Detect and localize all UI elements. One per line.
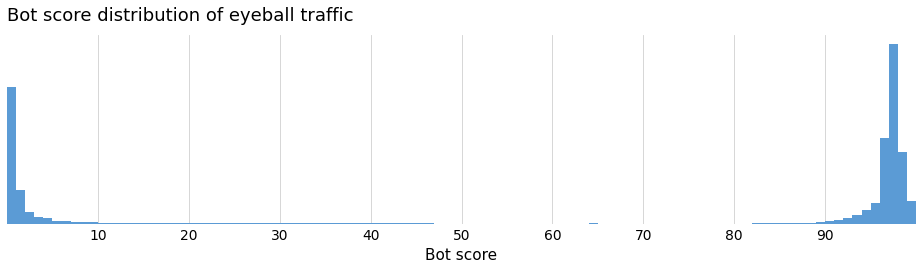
Bar: [116, 223, 126, 224]
Bar: [907, 201, 916, 224]
Bar: [16, 190, 25, 224]
Bar: [89, 222, 98, 224]
Bar: [343, 223, 353, 224]
Bar: [25, 212, 34, 224]
X-axis label: Bot score: Bot score: [426, 248, 497, 263]
Bar: [771, 223, 780, 224]
Bar: [225, 223, 234, 224]
Bar: [171, 223, 180, 224]
Bar: [43, 218, 53, 224]
Bar: [207, 223, 216, 224]
Bar: [825, 221, 834, 224]
Bar: [844, 218, 853, 224]
Bar: [898, 152, 907, 224]
Bar: [362, 223, 371, 224]
Bar: [143, 223, 152, 224]
Bar: [34, 217, 43, 224]
Bar: [307, 223, 316, 224]
Bar: [126, 223, 134, 224]
Bar: [861, 210, 870, 224]
Bar: [280, 223, 289, 224]
Bar: [889, 44, 898, 224]
Bar: [189, 223, 198, 224]
Bar: [180, 223, 189, 224]
Bar: [880, 139, 889, 224]
Bar: [252, 223, 261, 224]
Bar: [853, 215, 861, 224]
Bar: [780, 223, 789, 224]
Bar: [261, 223, 270, 224]
Bar: [298, 223, 307, 224]
Bar: [152, 223, 162, 224]
Text: Bot score distribution of eyeball traffic: Bot score distribution of eyeball traffi…: [7, 7, 354, 25]
Bar: [816, 222, 825, 224]
Bar: [70, 222, 79, 224]
Bar: [79, 222, 89, 224]
Bar: [62, 221, 70, 224]
Bar: [98, 222, 107, 224]
Bar: [7, 87, 16, 224]
Bar: [216, 223, 225, 224]
Bar: [289, 223, 298, 224]
Bar: [353, 223, 362, 224]
Bar: [53, 221, 62, 224]
Bar: [107, 222, 116, 224]
Bar: [807, 222, 816, 224]
Bar: [797, 223, 807, 224]
Bar: [834, 220, 844, 224]
Bar: [162, 223, 171, 224]
Bar: [244, 223, 252, 224]
Bar: [334, 223, 343, 224]
Bar: [270, 223, 280, 224]
Bar: [234, 223, 244, 224]
Bar: [316, 223, 325, 224]
Bar: [198, 223, 207, 224]
Bar: [870, 203, 880, 224]
Bar: [325, 223, 334, 224]
Bar: [134, 223, 143, 224]
Bar: [789, 223, 797, 224]
